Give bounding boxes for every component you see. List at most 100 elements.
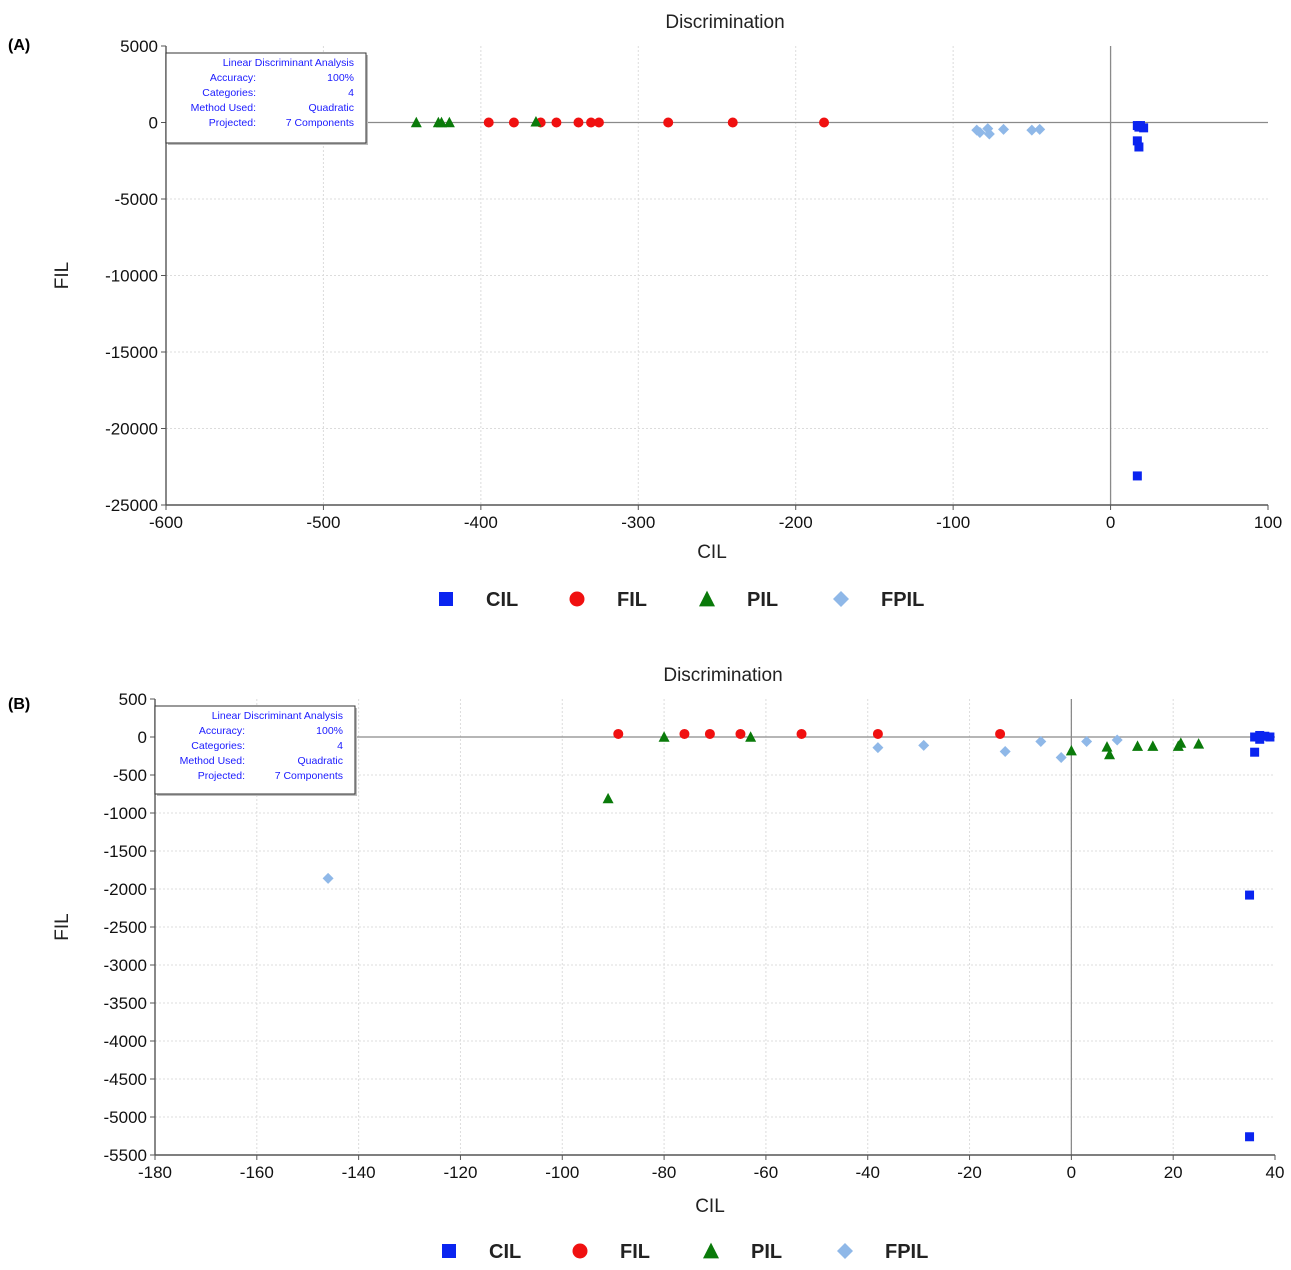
y-tick-label: -1500 — [104, 842, 147, 861]
y-tick-label: -5500 — [104, 1146, 147, 1165]
y-tick-label: -5000 — [115, 190, 158, 209]
y-tick-label: 0 — [138, 728, 147, 747]
info-box-row-value: Quadratic — [308, 102, 354, 114]
x-tick-label: 100 — [1254, 513, 1282, 532]
x-tick-label: -200 — [779, 513, 813, 532]
y-tick-label: -2000 — [104, 880, 147, 899]
fpil-point — [1055, 752, 1067, 764]
legend-marker-pil — [703, 1242, 719, 1259]
cil-point — [1132, 136, 1142, 146]
x-tick-label: -400 — [464, 513, 498, 532]
y-tick-label: -25000 — [105, 496, 158, 515]
legend-label-pil: PIL — [751, 1241, 782, 1263]
pil-point — [1147, 740, 1159, 751]
fil-point — [593, 117, 604, 128]
chart-panel-a: (A) Discrimination -600 -500 -400 -300 -200 -10… — [8, 12, 1282, 611]
legend-label-fpil: FPIL — [885, 1241, 928, 1263]
info-box-frame — [165, 52, 367, 144]
x-tick-label: -600 — [149, 513, 183, 532]
info-box-row-value: 4 — [337, 740, 343, 752]
info-box-row-label: Categories: — [202, 87, 256, 99]
legend: CIL FIL PIL FPIL — [442, 1241, 928, 1263]
series-pil — [602, 731, 1205, 804]
fpil-point — [918, 739, 930, 751]
info-box-row-label: Accuracy: — [199, 725, 245, 737]
x-tick-label: -100 — [545, 1163, 579, 1182]
x-tick-label: 0 — [1067, 1163, 1076, 1182]
fpil-point — [974, 126, 986, 138]
series-fpil — [971, 123, 1046, 140]
series-fpil — [322, 734, 1123, 884]
y-tick-label: -15000 — [105, 343, 158, 362]
pil-point — [436, 116, 447, 128]
x-tick-label: 20 — [1164, 1163, 1183, 1182]
x-tick-label: -60 — [754, 1163, 779, 1182]
cil-point — [1139, 123, 1149, 133]
y-tick-label: -3000 — [104, 956, 147, 975]
y-tick-label: 500 — [119, 690, 147, 709]
x-tick-label: -180 — [138, 1163, 172, 1182]
legend-label-fil: FIL — [620, 1241, 650, 1263]
x-tick-label: -100 — [936, 513, 970, 532]
cil-point — [1250, 732, 1260, 742]
pil-point — [1193, 738, 1205, 749]
legend-marker-fil — [572, 1243, 588, 1259]
info-box-row-value: 100% — [327, 72, 354, 84]
fil-point — [995, 728, 1006, 739]
y-tick-label: -20000 — [105, 420, 158, 439]
legend-marker-fpil — [833, 591, 849, 607]
y-tick-label: -1000 — [104, 804, 147, 823]
x-tick-label: -40 — [855, 1163, 880, 1182]
fil-point — [483, 117, 494, 128]
x-tick-label: 40 — [1266, 1163, 1285, 1182]
series-cil — [1132, 121, 1149, 481]
x-tick-label: -120 — [443, 1163, 477, 1182]
pil-point — [1175, 737, 1187, 748]
fil-point — [613, 728, 624, 739]
info-box-row-label: Projected: — [209, 117, 256, 129]
fil-point — [704, 728, 715, 739]
pil-point — [1132, 740, 1144, 751]
fil-point — [735, 728, 746, 739]
cil-point — [1134, 142, 1144, 152]
info-box-row-value: 4 — [348, 87, 354, 99]
info-box-row-value: 7 Components — [286, 117, 354, 129]
legend-label-cil: CIL — [486, 589, 518, 611]
x-axis-label: CIL — [695, 1196, 725, 1217]
fpil-point — [1081, 736, 1093, 748]
y-tick-label: 0 — [149, 114, 158, 133]
cil-point — [1260, 731, 1270, 741]
legend-label-cil: CIL — [489, 1241, 521, 1263]
fil-point — [586, 117, 597, 128]
cil-point — [1250, 747, 1260, 757]
x-tick-label: -300 — [621, 513, 655, 532]
fil-point — [796, 728, 807, 739]
y-axis-label: FIL — [52, 262, 73, 289]
series-pil — [410, 116, 542, 128]
cil-point — [1245, 1132, 1255, 1142]
pil-point — [658, 731, 670, 742]
info-box-row-label: Categories: — [191, 740, 245, 752]
legend-marker-fpil — [837, 1243, 853, 1259]
fpil-point — [983, 128, 995, 140]
legend-marker-cil — [439, 592, 453, 606]
pil-point — [602, 792, 614, 804]
fpil-point — [1034, 123, 1046, 135]
fil-point — [551, 117, 562, 128]
panel-label: (A) — [8, 37, 30, 54]
pil-point — [1104, 748, 1116, 760]
fpil-point — [872, 742, 884, 754]
info-box-title: Linear Discriminant Analysis — [212, 710, 343, 722]
y-tick-label: -3500 — [104, 994, 147, 1013]
pil-point — [443, 116, 455, 128]
info-box-row-label: Method Used: — [191, 102, 256, 114]
cil-point — [1255, 734, 1265, 744]
info-box-row-value: Quadratic — [297, 755, 343, 767]
fpil-point — [999, 745, 1011, 757]
pil-point — [530, 116, 542, 127]
info-box: Linear Discriminant Analysis Accuracy: 100… — [165, 52, 368, 145]
fil-point — [663, 117, 674, 128]
legend-label-fil: FIL — [617, 589, 647, 611]
x-tick-label: -140 — [342, 1163, 376, 1182]
